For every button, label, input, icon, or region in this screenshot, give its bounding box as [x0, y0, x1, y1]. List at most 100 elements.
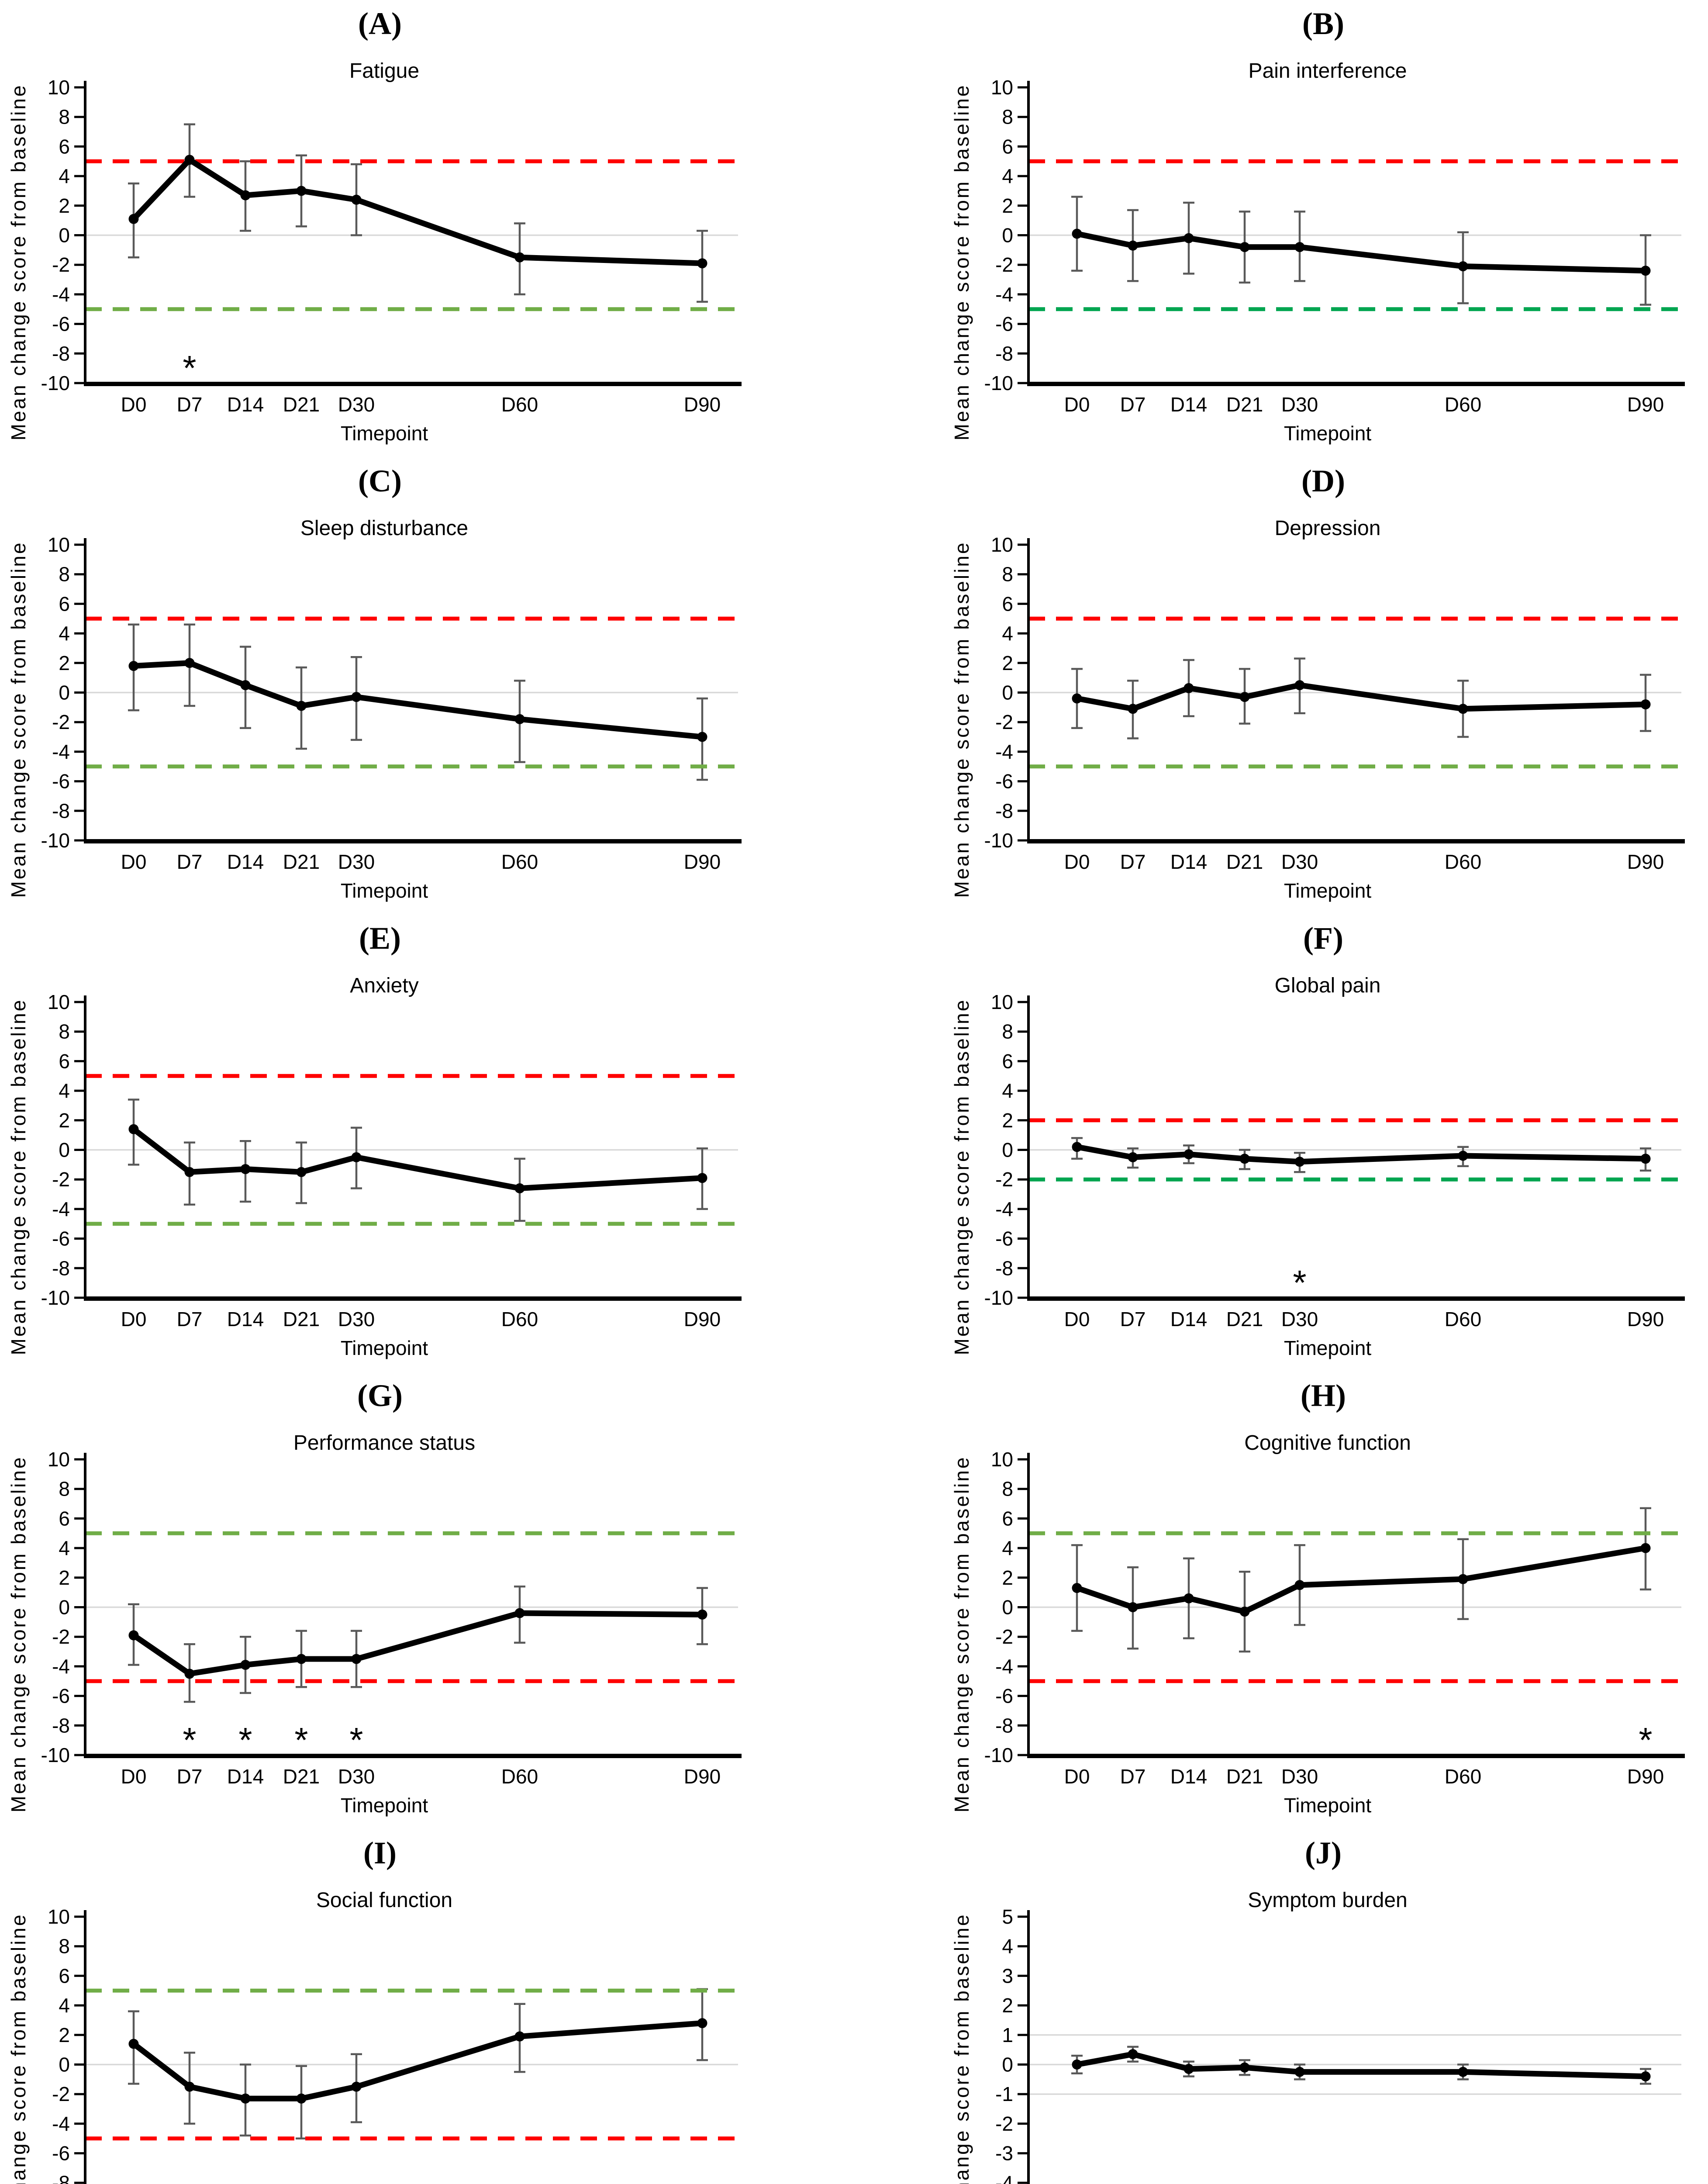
- panel-performance-status: -10 -8 -6 -4 -2 0 2 4 6 8 10 D0 D7 D14 D21 D30 D60 D90 * * *…: [0, 1372, 854, 1829]
- y-tick-label: 4: [1002, 1935, 1013, 1958]
- panel-letter: (C): [358, 463, 402, 498]
- y-tick-label: -8: [52, 1714, 70, 1737]
- x-tick-label: D90: [1627, 850, 1664, 873]
- data-point-marker: [1640, 699, 1651, 710]
- series-line: [131, 1610, 705, 1677]
- y-tick-label: -6: [52, 770, 70, 793]
- cognitive-function-chart: -10 -8 -6 -4 -2 0 2 4 6 8 10 D0 D7 D14 D21 D30 D60 D90 * (H…: [950, 1378, 1685, 1817]
- y-tick-label: 5: [1002, 1905, 1013, 1928]
- y-tick-label: -6: [52, 1685, 70, 1707]
- x-tick-label: D60: [501, 1765, 538, 1788]
- y-tick-label: 0: [59, 1596, 70, 1619]
- y-tick-label: -6: [52, 1227, 70, 1250]
- data-point-marker: [697, 1609, 707, 1620]
- data-point-marker: [240, 190, 251, 200]
- y-tick-label: 4: [59, 1537, 70, 1559]
- y-tick-label: -2: [52, 1625, 70, 1648]
- y-tick-label: 8: [1002, 1020, 1013, 1043]
- chart-title: Fatigue: [349, 59, 419, 83]
- y-tick-label: -6: [995, 1685, 1013, 1707]
- data-point-marker: [1072, 228, 1082, 239]
- panel-letter: (I): [363, 1835, 397, 1870]
- depression-chart: -10 -8 -6 -4 -2 0 2 4 6 8 10 D0 D7 D14 D21 D30 D60 D90 (D)…: [950, 463, 1685, 902]
- y-tick-label: -10: [984, 829, 1013, 852]
- y-tick-label: -8: [995, 1257, 1013, 1279]
- y-axis-title: Mean change score from baseline: [950, 999, 973, 1355]
- x-tick-label: D21: [283, 1308, 320, 1330]
- data-point-marker: [514, 1608, 525, 1618]
- data-point-marker: [240, 2093, 251, 2104]
- chart-title: Performance status: [293, 1431, 475, 1455]
- data-point-marker: [184, 2081, 195, 2092]
- data-point-marker: [1184, 233, 1194, 243]
- x-tick-label: D21: [1226, 850, 1263, 873]
- x-tick-label: D21: [283, 393, 320, 416]
- y-tick-label: 0: [59, 2053, 70, 2076]
- chart-title: Symptom burden: [1248, 1889, 1408, 1912]
- series-line: [1074, 682, 1649, 712]
- y-tick-label: 2: [1002, 1994, 1013, 2017]
- y-tick-label: -2: [995, 711, 1013, 733]
- panel-fatigue: -10 -8 -6 -4 -2 0 2 4 6 8 10 D0 D7 D14 D21 D30 D60 D90 * (A…: [0, 0, 854, 457]
- x-tick-label: D0: [121, 1765, 147, 1788]
- significance-asterisk: *: [1639, 2178, 1652, 2184]
- data-point-marker: [1640, 2071, 1651, 2082]
- y-tick-label: 2: [59, 194, 70, 217]
- y-tick-label: 10: [991, 991, 1013, 1013]
- y-tick-label: -10: [41, 372, 70, 394]
- data-point-marker: [296, 701, 307, 711]
- y-tick-label: 10: [48, 1905, 70, 1928]
- x-axis-title: Timepoint: [341, 422, 428, 445]
- x-tick-label: D7: [1120, 1308, 1146, 1330]
- data-point-marker: [697, 2018, 707, 2028]
- data-point-marker: [1294, 1580, 1305, 1590]
- x-tick-label: D7: [1120, 1765, 1146, 1788]
- y-axis-title: Mean change score from baseline: [950, 1456, 973, 1813]
- y-tick-label: 10: [991, 76, 1013, 99]
- y-tick-label: 6: [59, 592, 70, 615]
- data-point-marker: [1458, 2067, 1468, 2077]
- data-point-marker: [1294, 242, 1305, 252]
- y-tick-label: 0: [1002, 1139, 1013, 1161]
- y-tick-label: -6: [995, 1227, 1013, 1250]
- data-point-marker: [1072, 693, 1082, 704]
- data-point-marker: [184, 658, 195, 668]
- y-tick-label: 10: [48, 76, 70, 99]
- y-axis-title: Mean change score from baseline: [950, 541, 973, 898]
- x-tick-label: D30: [1281, 850, 1318, 873]
- chart-title: Anxiety: [350, 974, 418, 997]
- panel-symptom-burden: -5-4-3-2-1012345D0D7D14D21D30D60D90*(J)S…: [854, 1829, 1708, 2184]
- x-tick-label: D60: [1445, 850, 1481, 873]
- y-axis-title: Mean change score from baseline: [7, 1456, 30, 1813]
- chart-title: Global pain: [1275, 974, 1381, 997]
- data-point-marker: [1239, 692, 1250, 702]
- data-point-marker: [1239, 1607, 1250, 1617]
- y-tick-label: 0: [1002, 681, 1013, 704]
- panel-pain-interference: -10 -8 -6 -4 -2 0 2 4 6 8 10 D0 D7 D14 D21 D30 D60 D90 (B)…: [854, 0, 1708, 457]
- y-tick-label: -8: [52, 2171, 70, 2184]
- x-tick-label: D90: [684, 1308, 721, 1330]
- y-tick-label: -10: [984, 1744, 1013, 1766]
- y-tick-label: 4: [59, 165, 70, 187]
- data-point-marker: [1294, 2067, 1305, 2077]
- x-axis-title: Timepoint: [1284, 1337, 1371, 1359]
- x-axis-title: Timepoint: [341, 1794, 428, 1817]
- data-point-marker: [1239, 242, 1250, 252]
- x-tick-label: D7: [177, 393, 203, 416]
- significance-asterisk: *: [183, 1721, 196, 1759]
- panel-letter: (A): [358, 6, 402, 41]
- data-point-marker: [296, 186, 307, 196]
- y-tick-label: -4: [995, 283, 1013, 306]
- y-tick-label: 2: [1002, 194, 1013, 217]
- data-point-marker: [128, 1630, 139, 1641]
- y-tick-label: 6: [1002, 135, 1013, 158]
- x-tick-label: D30: [1281, 1765, 1318, 1788]
- y-tick-label: 8: [59, 1478, 70, 1500]
- y-tick-label: -8: [52, 1257, 70, 1279]
- y-axis-title: Mean change score from baseline: [950, 84, 973, 441]
- data-point-marker: [1184, 2064, 1194, 2074]
- pain-interference-chart: -10 -8 -6 -4 -2 0 2 4 6 8 10 D0 D7 D14 D21 D30 D60 D90 (B)…: [950, 6, 1685, 445]
- y-tick-label: -4: [995, 1655, 1013, 1678]
- panel-cognitive-function: -10 -8 -6 -4 -2 0 2 4 6 8 10 D0 D7 D14 D21 D30 D60 D90 * (H…: [854, 1372, 1708, 1829]
